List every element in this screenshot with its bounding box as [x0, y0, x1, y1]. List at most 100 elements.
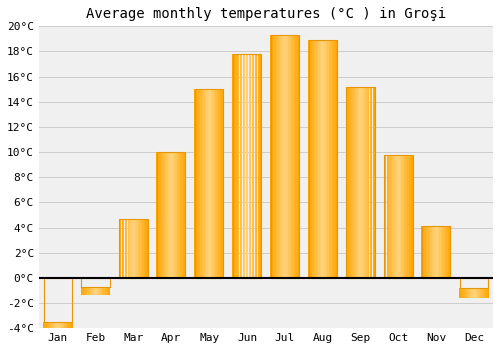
Bar	[477, 288, 478, 298]
Bar	[346, 87, 375, 278]
Bar	[158, 152, 160, 278]
Bar	[180, 152, 182, 278]
Bar	[252, 54, 253, 278]
Bar	[56, 322, 58, 350]
Bar	[330, 40, 332, 278]
Bar	[173, 152, 174, 278]
Bar	[394, 155, 396, 278]
Bar	[129, 219, 130, 278]
Bar	[134, 219, 135, 278]
Bar	[447, 226, 448, 278]
Bar	[103, 287, 104, 295]
Bar	[233, 54, 261, 278]
Bar	[161, 152, 162, 278]
Bar	[214, 89, 215, 278]
Bar	[206, 89, 208, 278]
Bar	[286, 35, 288, 278]
Bar	[238, 54, 240, 278]
Bar	[334, 40, 336, 278]
Bar	[132, 219, 134, 278]
Bar	[466, 288, 468, 298]
Bar	[314, 40, 315, 278]
Bar	[428, 226, 429, 278]
Bar	[320, 40, 321, 278]
Bar	[55, 322, 56, 350]
Bar	[203, 89, 204, 278]
Bar	[49, 322, 50, 350]
Bar	[292, 35, 294, 278]
Bar	[332, 40, 333, 278]
Bar	[270, 35, 299, 278]
Bar	[465, 288, 466, 298]
Bar	[140, 219, 141, 278]
Bar	[450, 226, 451, 278]
Bar	[480, 288, 482, 298]
Bar	[58, 322, 59, 350]
Bar	[412, 155, 414, 278]
Bar	[468, 288, 469, 298]
Bar	[274, 35, 276, 278]
Bar	[362, 87, 364, 278]
Bar	[209, 89, 210, 278]
Bar	[97, 287, 98, 295]
Bar	[246, 54, 247, 278]
Bar	[166, 152, 167, 278]
Bar	[198, 89, 200, 278]
Bar	[253, 54, 254, 278]
Bar	[65, 322, 66, 350]
Bar	[441, 226, 442, 278]
Bar	[46, 322, 47, 350]
Bar	[288, 35, 290, 278]
Bar	[52, 322, 53, 350]
Bar	[235, 54, 236, 278]
Bar	[472, 288, 474, 298]
Bar	[91, 287, 92, 295]
Bar	[218, 89, 220, 278]
Bar	[174, 152, 176, 278]
Bar	[435, 226, 436, 278]
Bar	[119, 219, 148, 278]
Bar	[385, 155, 386, 278]
Bar	[43, 322, 44, 350]
Bar	[398, 155, 400, 278]
Bar	[96, 287, 97, 295]
Bar	[208, 89, 209, 278]
Bar	[141, 219, 142, 278]
Bar	[232, 54, 234, 278]
Bar	[256, 54, 258, 278]
Bar	[270, 35, 272, 278]
Bar	[322, 40, 324, 278]
Bar	[400, 155, 402, 278]
Bar	[102, 287, 103, 295]
Bar	[106, 287, 108, 295]
Bar	[386, 155, 388, 278]
Bar	[384, 155, 385, 278]
Bar	[284, 35, 285, 278]
Bar	[285, 35, 286, 278]
Bar	[200, 89, 202, 278]
Bar	[423, 226, 424, 278]
Bar	[276, 35, 278, 278]
Bar	[429, 226, 430, 278]
Bar	[365, 87, 366, 278]
Bar	[390, 155, 391, 278]
Bar	[408, 155, 409, 278]
Bar	[176, 152, 177, 278]
Bar	[354, 87, 356, 278]
Bar	[138, 219, 140, 278]
Bar	[66, 322, 68, 350]
Bar	[404, 155, 406, 278]
Bar	[279, 35, 280, 278]
Bar	[488, 288, 489, 298]
Bar	[459, 288, 460, 298]
Bar	[296, 35, 297, 278]
Bar	[221, 89, 222, 278]
Bar	[108, 287, 109, 295]
Bar	[476, 288, 477, 298]
Bar	[356, 87, 358, 278]
Bar	[370, 87, 371, 278]
Bar	[135, 219, 136, 278]
Bar	[403, 155, 404, 278]
Bar	[364, 87, 365, 278]
Bar	[216, 89, 218, 278]
